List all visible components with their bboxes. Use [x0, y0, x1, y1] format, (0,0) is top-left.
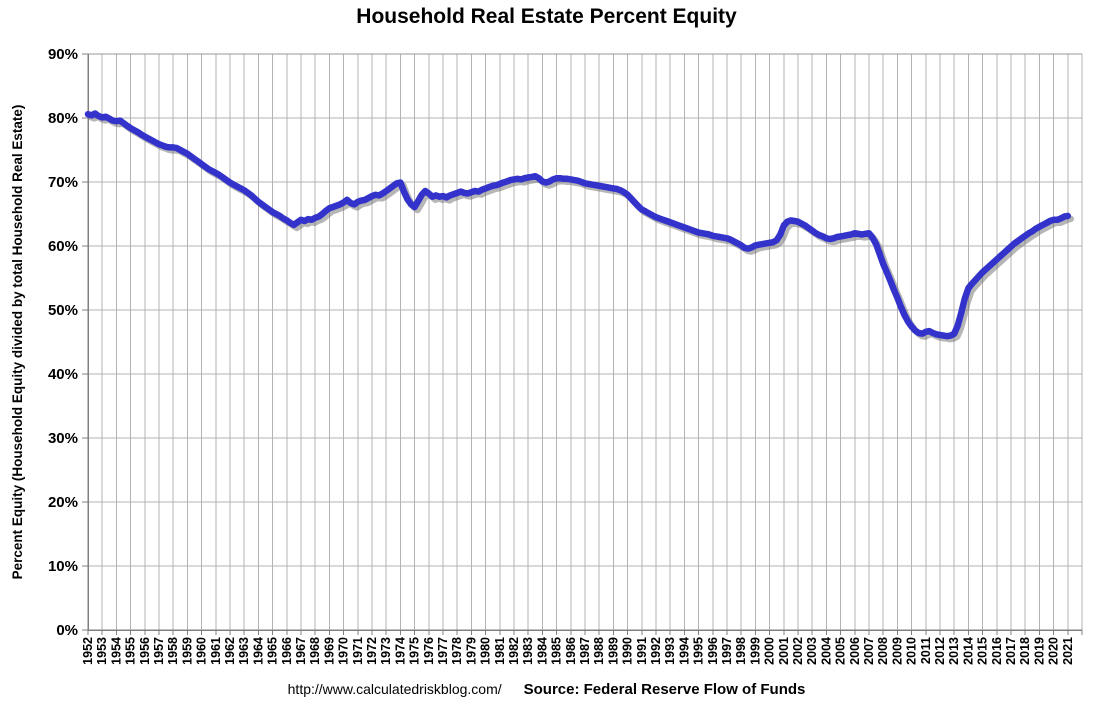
x-tick-label: 1966: [280, 637, 294, 665]
x-tick-label: 1960: [195, 637, 209, 665]
tick-labels-group: 0%10%20%30%40%50%60%70%80%90%1952 1953 195…: [48, 46, 1075, 665]
x-tick-label: 1977: [436, 637, 450, 665]
x-tick-label: 2015: [976, 637, 990, 665]
x-tick-label: 2012: [933, 637, 947, 665]
x-tick-label: 2021: [1061, 637, 1075, 665]
x-tick-label: 2009: [890, 637, 904, 665]
x-tick-label: 1989: [606, 637, 620, 665]
x-tick-label: 2016: [990, 637, 1004, 665]
x-tick-label: 1978: [450, 637, 464, 665]
x-tick-label: 1979: [464, 637, 478, 665]
equity-line-shadow: [87, 113, 1075, 343]
x-tick-label: 2008: [876, 637, 890, 665]
x-tick-label: 2000: [763, 637, 777, 665]
chart-footer: http://www.calculatedriskblog.com/ Sourc…: [0, 681, 1093, 698]
x-tick-label: 1999: [748, 637, 762, 665]
y-tick-label: 50%: [48, 302, 78, 319]
x-tick-label: 1993: [663, 637, 677, 665]
y-tick-label: 80%: [48, 110, 78, 127]
gridlines-group: [87, 53, 1083, 631]
series-group: [84, 110, 1075, 343]
x-tick-label: 1953: [95, 637, 109, 665]
x-tick-label: 1987: [578, 637, 592, 665]
y-tick-label: 20%: [48, 494, 78, 511]
x-tick-label: 1991: [635, 637, 649, 665]
x-tick-label: 2004: [819, 637, 833, 665]
source-url-text: http://www.calculatedriskblog.com/: [287, 681, 502, 697]
x-tick-label: 1995: [692, 637, 706, 665]
x-tick-label: 1969: [322, 637, 336, 665]
x-tick-label: 1994: [677, 637, 691, 665]
y-tick-label: 70%: [48, 174, 78, 191]
x-tick-label: 1984: [535, 637, 549, 665]
x-tick-label: 2017: [1004, 637, 1018, 665]
y-tick-label: 60%: [48, 238, 78, 255]
x-tick-label: 1983: [521, 637, 535, 665]
x-tick-label: 1970: [337, 637, 351, 665]
x-tick-label: 1965: [266, 637, 280, 665]
x-tick-label: 1954: [109, 637, 123, 665]
x-tick-label: 1959: [180, 637, 194, 665]
x-tick-label: 1988: [592, 637, 606, 665]
y-tick-label: 90%: [48, 46, 78, 63]
x-tick-label: 1975: [408, 637, 422, 665]
x-tick-label: 1976: [422, 637, 436, 665]
y-axis-title: Percent Equity (Household Equity divided…: [10, 105, 25, 580]
x-tick-label: 1957: [152, 637, 166, 665]
x-tick-label: 2013: [947, 637, 961, 665]
source-credit-text: Source: Federal Reserve Flow of Funds: [523, 681, 806, 698]
x-tick-label: 1996: [706, 637, 720, 665]
x-tick-label: 1956: [138, 637, 152, 665]
x-tick-label: 2001: [777, 637, 791, 665]
x-tick-label: 2006: [848, 637, 862, 665]
x-tick-label: 1955: [124, 637, 138, 665]
x-tick-label: 1980: [479, 637, 493, 665]
axis-group: [82, 53, 1083, 635]
x-tick-label: 1972: [365, 637, 379, 665]
x-tick-label: 1986: [564, 637, 578, 665]
x-tick-label: 2011: [919, 637, 933, 664]
x-tick-label: 1981: [493, 637, 507, 665]
y-tick-label: 0%: [56, 622, 78, 639]
y-tick-label: 30%: [48, 430, 78, 447]
x-tick-label: 1958: [166, 637, 180, 665]
x-tick-label: 2005: [834, 637, 848, 665]
x-tick-label: 1997: [720, 637, 734, 665]
x-tick-label: 1963: [237, 637, 251, 665]
x-tick-label: 1967: [294, 637, 308, 665]
x-tick-label: 2007: [862, 637, 876, 665]
x-tick-label: 1992: [649, 637, 663, 665]
x-tick-label: 1968: [308, 637, 322, 665]
x-tick-label: 1961: [209, 637, 223, 665]
chart-title: Household Real Estate Percent Equity: [356, 5, 737, 28]
y-tick-label: 10%: [48, 558, 78, 575]
x-tick-label: 2020: [1047, 637, 1061, 665]
x-tick-label: 2019: [1032, 637, 1046, 665]
x-tick-label: 1974: [393, 637, 407, 665]
x-tick-label: 1971: [351, 637, 365, 665]
y-tick-label: 40%: [48, 366, 78, 383]
x-tick-label: 2010: [905, 637, 919, 665]
x-tick-label: 1985: [550, 637, 564, 665]
x-tick-label: 1990: [621, 637, 635, 665]
x-tick-label: 1952: [81, 637, 95, 665]
x-tick-label: 1962: [223, 637, 237, 665]
x-tick-label: 2018: [1018, 637, 1032, 665]
x-tick-label: 1964: [251, 637, 265, 665]
x-tick-label: 1973: [379, 637, 393, 665]
x-tick-label: 2014: [961, 637, 975, 665]
x-tick-label: 2003: [805, 637, 819, 665]
x-tick-label: 2002: [791, 637, 805, 665]
equity-line: [84, 110, 1072, 340]
x-tick-label: 1982: [507, 637, 521, 665]
x-tick-label: 1998: [734, 637, 748, 665]
